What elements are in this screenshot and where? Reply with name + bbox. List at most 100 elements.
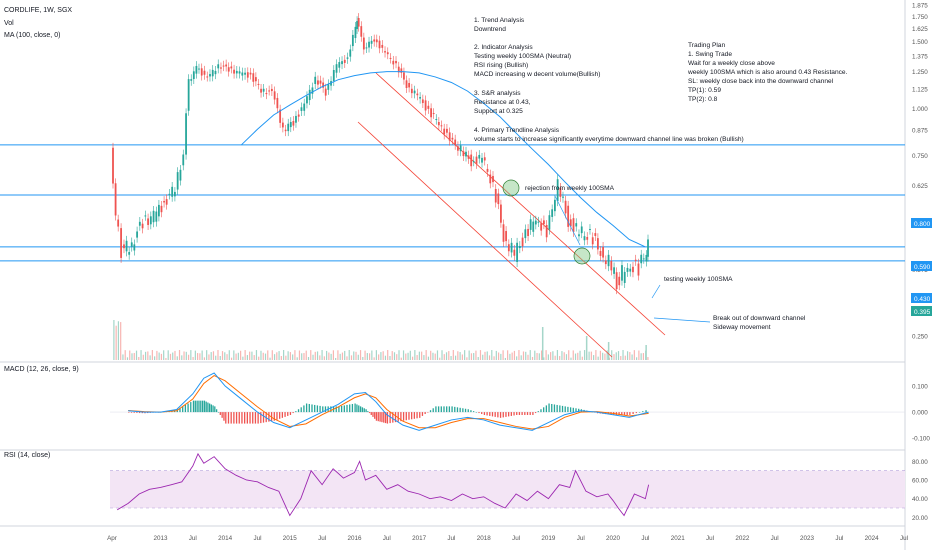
volume-bar (552, 351, 554, 360)
volume-bar (531, 356, 534, 360)
volume-bar (219, 356, 221, 360)
candle-body (408, 82, 411, 88)
macd-histogram-bar (343, 405, 345, 413)
volume-bar (622, 350, 624, 360)
macd-histogram-bar (182, 406, 184, 413)
candle-body (341, 61, 343, 65)
volume-bar (185, 351, 187, 360)
volume-bar (572, 350, 574, 360)
macd-histogram-bar (367, 411, 369, 413)
candle-body (626, 267, 629, 272)
volume-bar (398, 350, 400, 360)
candle-body (502, 224, 505, 242)
candle-body (123, 244, 125, 249)
candle-body (462, 151, 465, 157)
volume-bar (615, 352, 617, 360)
candle-body (492, 175, 494, 183)
volume-bar (276, 352, 278, 360)
volume-bar (285, 355, 287, 360)
macd-histogram-bar (448, 406, 451, 413)
candle-body (481, 157, 483, 163)
volume-bar (228, 350, 230, 360)
macd-histogram-bar (227, 412, 230, 424)
volume-bar (124, 350, 126, 360)
volume-bar (473, 353, 475, 360)
macd-histogram-bar (221, 412, 223, 418)
price-tick-label: 0.750 (912, 153, 928, 160)
candle-body (300, 107, 303, 111)
macd-histogram-bar (513, 412, 515, 416)
volume-bar (373, 357, 375, 360)
price-tick-label: 1.375 (912, 53, 928, 60)
volume-bar (405, 353, 407, 360)
macd-histogram-bar (642, 411, 644, 413)
candle-body (521, 237, 524, 247)
price-badge-text: 0.395 (914, 309, 931, 316)
macd-histogram-bar (281, 412, 284, 418)
macd-histogram-bar (210, 404, 213, 413)
volume-bar (534, 350, 536, 360)
volume-bar (289, 352, 291, 360)
candle-body (227, 67, 230, 72)
macd-histogram-bar (470, 410, 472, 413)
rejection-circle-1 (502, 179, 520, 197)
volume-bar (165, 357, 167, 360)
volume-bar (454, 355, 457, 360)
volume-bar (382, 351, 384, 360)
macd-histogram-bar (499, 412, 502, 418)
candle-body (543, 220, 545, 225)
volume-bar (484, 351, 486, 360)
candle-body (279, 109, 282, 123)
price-tick-label: 1.250 (912, 69, 928, 76)
volume-bar (269, 357, 271, 360)
sideway-callout: Sideway movement (713, 324, 771, 331)
volume-bar (579, 350, 581, 360)
volume-bar (497, 352, 500, 360)
trading-plan-line: Trading Plan (688, 42, 725, 49)
trading-plan-line: TP(2): 0.8 (688, 96, 718, 103)
volume-bar (267, 350, 269, 360)
candle-body (238, 71, 241, 74)
volume-bar (387, 350, 389, 360)
macd-histogram-bar (249, 412, 251, 424)
candle-body (214, 70, 217, 75)
macd-histogram-bar (411, 412, 413, 420)
candle-body (203, 70, 206, 75)
volume-bar (353, 351, 355, 360)
macd-histogram-bar (572, 407, 574, 413)
ma-100-line (240, 71, 646, 248)
candle-body (629, 268, 632, 272)
macd-histogram-bar (130, 412, 133, 413)
volume-bar (536, 353, 538, 360)
macd-histogram-bar (629, 412, 631, 415)
volume-bar (183, 351, 185, 360)
trading-plan-line: SL: weekly close back into the downward … (688, 78, 834, 85)
volume-bar (201, 350, 203, 360)
x-tick-label: 2021 (671, 535, 686, 542)
ma-label: MA (100, close, 0) (4, 32, 60, 39)
candle-body (397, 66, 400, 73)
macd-histogram-bar (464, 408, 467, 413)
candle-body (343, 59, 346, 63)
volume-bar (190, 350, 192, 360)
candle-body (551, 209, 554, 217)
candle-body (158, 204, 160, 217)
price-badge-text: 0.800 (914, 221, 931, 228)
candle-body (410, 88, 413, 94)
candle-body (327, 84, 330, 90)
candle-body (138, 221, 141, 226)
volume-bar (262, 352, 264, 360)
rsi-band (110, 470, 905, 508)
volume-bar (561, 351, 563, 360)
candle-body (435, 119, 438, 121)
volume-bar (350, 355, 353, 360)
macd-histogram-bar (626, 412, 628, 415)
macd-histogram-bar (375, 412, 378, 421)
volume-bar (181, 355, 183, 360)
macd-histogram-bar (363, 408, 365, 413)
candle-body (559, 187, 562, 197)
candle-body (554, 199, 556, 212)
x-tick-label: 2017 (412, 535, 427, 542)
candle-body (220, 67, 222, 69)
candle-body (292, 121, 295, 126)
